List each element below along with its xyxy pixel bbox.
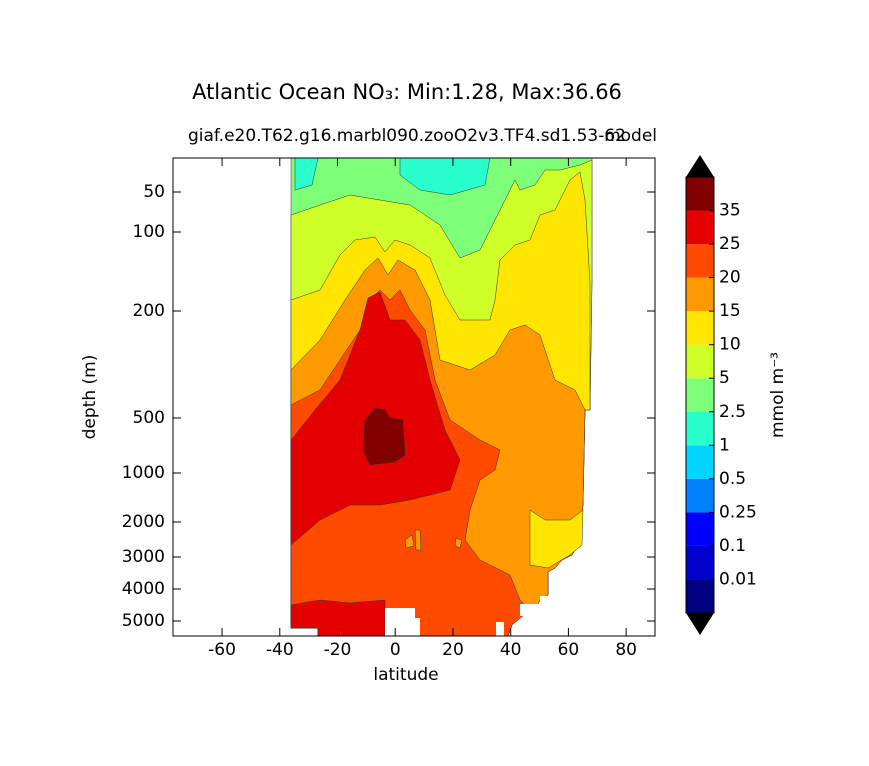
colorbar-tick-label: 20: [719, 268, 741, 288]
chart-title: Atlantic Ocean NO₃: Min:1.28, Max:36.66: [192, 80, 622, 104]
x-tick-label: 0: [390, 640, 401, 660]
plot-area: [290, 157, 593, 637]
seafloor-mask: [410, 618, 420, 636]
contour-region: [454, 537, 463, 549]
colorbar-tick-label: 25: [719, 234, 741, 254]
x-tick-label: -20: [324, 640, 352, 660]
x-tick-label: 60: [558, 640, 580, 660]
colorbar-box: [686, 177, 714, 211]
colorbar-frame: [685, 176, 715, 614]
colorbar-tick-label: 0.01: [719, 569, 757, 589]
y-tick-label: 2000: [122, 512, 165, 532]
colorbar-box: [686, 545, 714, 580]
y-axis-label: depth (m): [80, 355, 100, 440]
colorbar-extend: [686, 613, 714, 635]
seafloor-mask: [496, 622, 504, 636]
axes-frame: [172, 157, 656, 637]
colorbar-box: [686, 445, 714, 479]
colorbar-tick-label: 2.5: [719, 402, 746, 422]
colorbar-box: [686, 277, 714, 312]
colorbar-tick-label: 15: [719, 301, 741, 321]
seafloor-mask: [540, 596, 550, 608]
colorbar-tick-label: 0.5: [719, 469, 746, 489]
contour-region: [404, 534, 415, 549]
contour-region: [362, 407, 406, 466]
colorbar-tick-label: 0.1: [719, 536, 746, 556]
y-tick-label: 3000: [122, 547, 165, 567]
colorbar-box: [686, 478, 714, 513]
y-tick-label: 5000: [122, 611, 165, 631]
colorbar-box: [686, 579, 714, 613]
y-tick-label: 1000: [122, 463, 165, 483]
x-tick-label: 80: [615, 640, 637, 660]
colorbar-tick-label: 1: [719, 435, 730, 455]
x-tick-label: 20: [442, 640, 464, 660]
y-tick-label: 4000: [122, 579, 165, 599]
colorbar-box: [686, 512, 714, 546]
chart-subtitle: giaf.e20.T62.g16.marbl090.zooO2v3.TF4.sd…: [188, 126, 626, 146]
colorbar-box: [686, 311, 714, 345]
colorbar-tick-label: 5: [719, 368, 730, 388]
colorbar-tick-label: 35: [719, 201, 741, 221]
y-tick-label: 200: [133, 301, 165, 321]
x-tick-label: -40: [266, 640, 294, 660]
colorbar-box: [686, 344, 714, 379]
colorbar-box: [686, 210, 714, 245]
x-tick-label: -60: [208, 640, 236, 660]
colorbar-tick-label: 0.25: [719, 502, 757, 522]
colorbar-extend: [686, 155, 714, 177]
colorbar-box: [686, 244, 714, 278]
x-axis-label: latitude: [373, 665, 438, 685]
colorbar-label: mmol m⁻³: [768, 352, 788, 438]
y-tick-label: 50: [143, 182, 165, 202]
colorbar-box: [686, 411, 714, 446]
y-tick-label: 500: [133, 408, 165, 428]
contour-region: [414, 529, 422, 551]
colorbar-box: [686, 378, 714, 412]
chart-subtitle-right: model: [604, 126, 657, 146]
x-tick-label: 40: [500, 640, 522, 660]
seafloor-mask: [520, 604, 540, 616]
contour-region: [529, 509, 584, 569]
y-tick-label: 100: [133, 222, 165, 242]
colorbar-tick-label: 10: [719, 335, 741, 355]
